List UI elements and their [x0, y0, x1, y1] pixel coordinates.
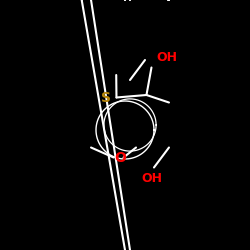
Text: O: O — [114, 150, 126, 164]
Text: OH: OH — [141, 172, 162, 185]
Text: OH: OH — [156, 51, 177, 64]
Text: S: S — [102, 90, 112, 104]
